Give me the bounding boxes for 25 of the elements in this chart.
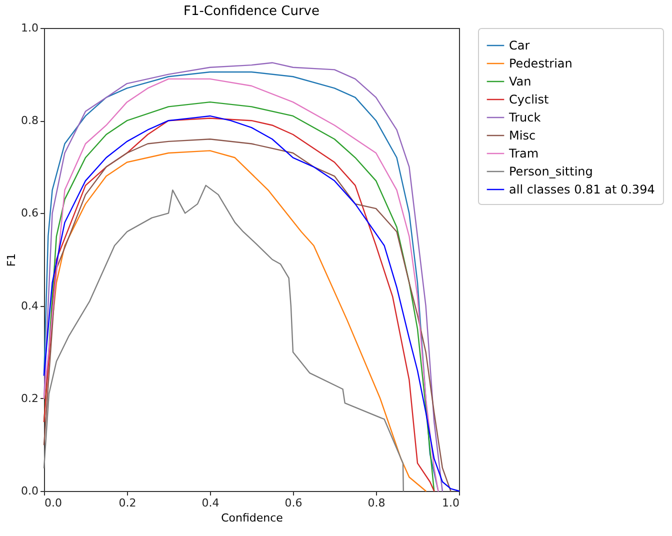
y-tick-label: 1.0 — [21, 22, 38, 34]
y-tick-label: 0.2 — [21, 392, 38, 405]
x-tick-label: 0.0 — [44, 496, 62, 510]
line-series — [43, 184, 404, 492]
y-tick-label: 0.4 — [21, 299, 38, 312]
y-tick-label: 0.0 — [21, 484, 38, 498]
legend-label: Car — [509, 38, 530, 52]
x-tick-label: 1.0 — [442, 496, 460, 510]
legend-label: Person_sitting — [509, 164, 593, 178]
legend-label: all classes 0.81 at 0.394 — [509, 182, 655, 196]
y-tick-label: 0.6 — [21, 206, 38, 220]
legend-label: Van — [509, 74, 532, 88]
x-tick-label: 0.8 — [368, 496, 386, 510]
y-tick-label: 0.8 — [21, 114, 38, 128]
legend-label: Truck — [508, 110, 541, 124]
x-tick-label: 0.6 — [284, 496, 302, 510]
legend-label: Tram — [508, 146, 539, 160]
legend-label: Pedestrian — [509, 56, 572, 70]
x-tick-label: 0.2 — [118, 496, 136, 510]
x-axis-title: Confidence — [221, 512, 284, 524]
legend-label: Misc — [509, 128, 536, 142]
y-axis-title: F1 — [5, 253, 18, 267]
chart-title: F1-Confidence Curve — [183, 4, 320, 19]
x-tick-label: 0.4 — [202, 496, 220, 510]
legend-label: Cyclist — [509, 92, 549, 106]
